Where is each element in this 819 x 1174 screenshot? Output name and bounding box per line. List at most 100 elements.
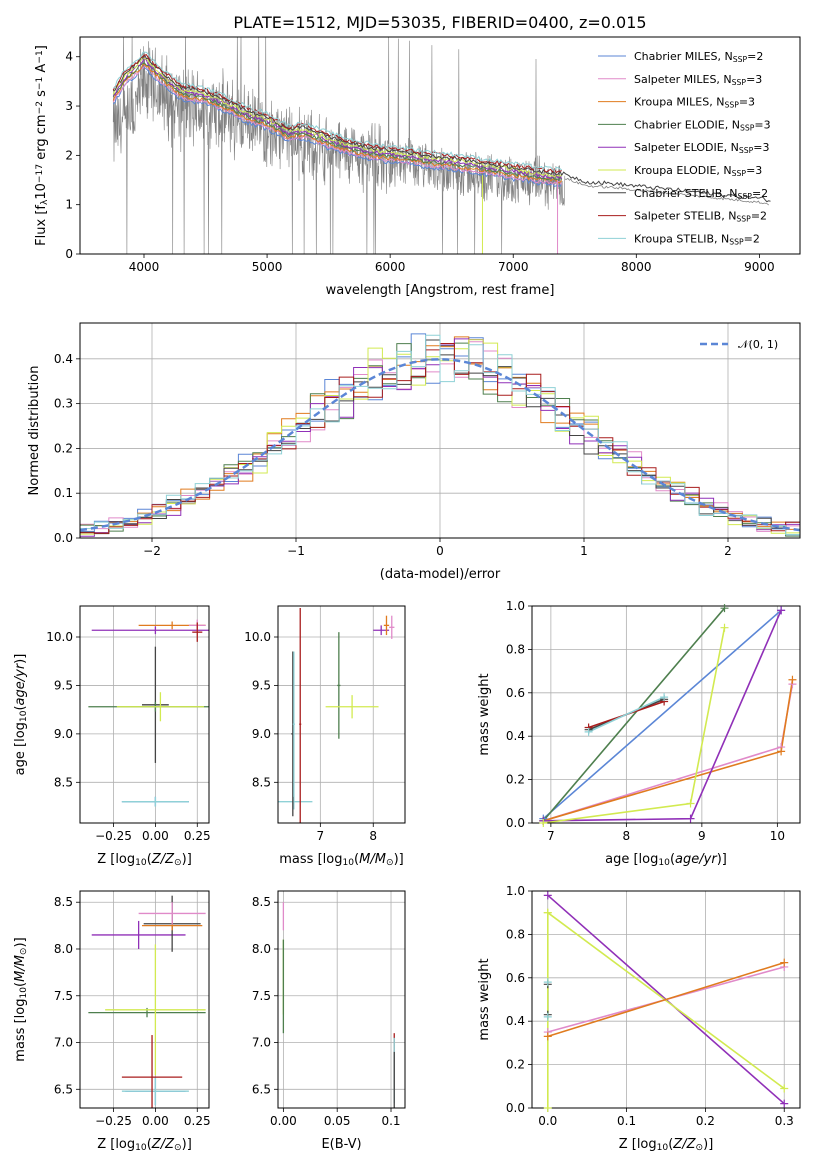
plot-area xyxy=(546,894,785,1108)
y-tick-label: 0.2 xyxy=(506,773,525,787)
series-line-chabrier-miles xyxy=(542,609,782,820)
plot-area xyxy=(542,607,794,823)
label-fragment: SSP xyxy=(733,55,748,64)
label-fragment: Salpeter ELODIE, N xyxy=(634,141,739,154)
label-fragment: ( xyxy=(668,1137,673,1152)
x-axis-label: Z [log10(Z/Z⊙)] xyxy=(97,1137,192,1153)
y-tick-label: 0.4 xyxy=(506,729,525,743)
axes-frame xyxy=(277,890,406,1109)
x-axis-label: E(B-V) xyxy=(321,1137,361,1152)
x-tick-label: 4000 xyxy=(129,260,160,274)
label-fragment: E(B-V) xyxy=(321,1137,361,1152)
y-tick-label: 6.5 xyxy=(54,1082,73,1096)
label-fragment: 10 xyxy=(135,858,147,868)
plot-area xyxy=(278,607,395,823)
series-marker xyxy=(686,799,695,808)
label-fragment: Z/Z xyxy=(672,1137,696,1152)
x-tick-label: 7 xyxy=(547,829,555,843)
y-axis-label: age [log10(age/yr)] xyxy=(13,654,29,776)
y-tick-label: 8.5 xyxy=(252,775,271,789)
y-axis-label: mass weight xyxy=(477,673,492,755)
x-tick-label: 8000 xyxy=(621,260,652,274)
series-marker xyxy=(543,1012,552,1021)
legend-entry: Kroupa MILES, NSSP=3 xyxy=(634,96,755,110)
x-tick-label: 2 xyxy=(724,544,732,558)
axes-frame xyxy=(79,605,210,824)
y-tick-label: 2 xyxy=(65,148,73,162)
label-fragment: =3 xyxy=(746,164,762,177)
y-tick-label: 7.5 xyxy=(54,989,73,1003)
x-axis-label: wavelength [Angstrom, rest frame] xyxy=(326,283,555,298)
label-fragment: )] xyxy=(394,852,404,867)
label-fragment: )] xyxy=(703,1137,713,1152)
y-tick-label: 3 xyxy=(65,99,73,113)
label-fragment: ( xyxy=(670,852,675,867)
label-fragment: 10 xyxy=(34,183,49,200)
label-fragment: )] xyxy=(13,654,28,664)
label-fragment: Salpeter STELIB, N xyxy=(634,210,736,223)
label-fragment: =3 xyxy=(753,141,769,154)
x-tick-label: 10 xyxy=(770,829,785,843)
x-tick-label: 0.05 xyxy=(324,1114,351,1128)
chart-weight_vs_Z: 0.0 0.1 0.2 0.3 0.0 0.2 0.4 0.6 0.8 1.0 Z [log10(Z… xyxy=(477,884,801,1153)
model-line-chabrier-miles xyxy=(112,67,563,188)
label-fragment: Z [log xyxy=(97,852,135,867)
x-tick-label: 9000 xyxy=(744,260,775,274)
series-marker xyxy=(539,819,548,827)
label-fragment: ( xyxy=(147,1137,152,1152)
x-tick-label: −0.25 xyxy=(95,829,132,843)
y-tick-label: 10.0 xyxy=(244,630,271,644)
x-tick-label: 0.00 xyxy=(142,1114,169,1128)
y-tick-label: 0.4 xyxy=(54,352,73,366)
y-tick-label: 10.0 xyxy=(46,630,73,644)
axes-frame xyxy=(79,322,801,539)
y-tick-label: 8.5 xyxy=(54,895,73,909)
label-fragment: =3 xyxy=(739,96,755,109)
label-fragment: ( xyxy=(147,852,152,867)
y-tick-label: 0.8 xyxy=(506,927,525,941)
series-marker xyxy=(777,606,786,615)
series-marker xyxy=(720,604,729,613)
x-tick-label: 0.00 xyxy=(142,829,169,843)
label-fragment: Kroupa STELIB, N xyxy=(634,232,729,245)
y-tick-label: 8.5 xyxy=(252,895,271,909)
y-axis-label: Normed distribution xyxy=(27,366,42,496)
x-tick-label: 5000 xyxy=(252,260,283,274)
x-tick-label: 1 xyxy=(580,544,588,558)
y-tick-label: 0.4 xyxy=(506,1014,525,1028)
series-marker xyxy=(543,908,552,917)
series-line-chabrier-elodie xyxy=(542,607,726,822)
y-tick-label: 7.0 xyxy=(54,1036,73,1050)
label-fragment: Z/Z xyxy=(151,852,175,867)
label-fragment: ⊙ xyxy=(174,1143,182,1153)
label-fragment: age/yr xyxy=(675,852,718,867)
x-tick-label: 0 xyxy=(436,544,444,558)
y-axis-label: mass [log10(M/M⊙)] xyxy=(13,937,29,1061)
y-tick-label: 9.0 xyxy=(54,727,73,741)
model-line-kroupa-stelib xyxy=(112,51,563,171)
axes-frame xyxy=(531,605,801,824)
series-marker xyxy=(660,693,669,702)
x-tick-label: 0.2 xyxy=(696,1114,715,1128)
x-tick-label: 0.1 xyxy=(617,1114,636,1128)
series-marker xyxy=(543,891,552,900)
y-tick-label: 0.1 xyxy=(54,486,73,500)
label-fragment: Z [log xyxy=(97,1137,135,1152)
y-tick-label: 7.0 xyxy=(252,1036,271,1050)
x-tick-label: 0.3 xyxy=(775,1114,794,1128)
label-fragment: −2 xyxy=(35,101,45,114)
y-tick-label: 0.6 xyxy=(506,971,525,985)
x-tick-label: 0.25 xyxy=(184,1114,211,1128)
label-fragment: =2 xyxy=(752,187,768,200)
legend-entry: Chabrier MILES, NSSP=2 xyxy=(634,50,763,64)
x-tick-label: 6000 xyxy=(375,260,406,274)
label-fragment: )] xyxy=(182,852,192,867)
y-tick-label: 0.2 xyxy=(54,441,73,455)
label-fragment: Chabrier MILES, N xyxy=(634,50,733,63)
x-axis-label: Z [log10(Z/Z⊙)] xyxy=(97,852,192,868)
plot-area xyxy=(80,333,800,537)
y-tick-label: 0.0 xyxy=(54,531,73,545)
legend-entry: Salpeter MILES, NSSP=3 xyxy=(634,73,762,87)
y-axis-label: Flux [fλ10−17 erg cm−2 s−1 A−1] xyxy=(34,45,50,246)
x-tick-label: 0.00 xyxy=(270,1114,297,1128)
